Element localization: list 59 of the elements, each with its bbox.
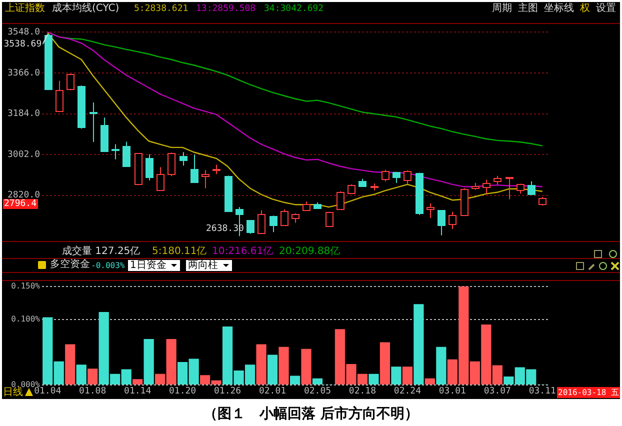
text: 主图 (518, 3, 538, 15)
bar (436, 346, 446, 384)
x-tick-label: 03.11 (528, 386, 556, 397)
chart-subtitle: -0.003% (91, 260, 125, 272)
y-tick-label: 3548.0 (7, 27, 40, 38)
text: 2796.4 (3, 199, 38, 209)
x-tick-label: 03.07 (484, 386, 511, 397)
text: 2016-03-18 五 (557, 387, 620, 398)
x-tick-label: 02.01 (258, 386, 286, 397)
bar (424, 378, 435, 384)
y-tick-label: 0.150% (11, 281, 40, 290)
text: 10:216.61亿 (212, 246, 274, 258)
bar (414, 304, 424, 384)
bar (88, 368, 98, 384)
text: 日线 (3, 387, 23, 399)
chart-title: 上证指数 (5, 3, 45, 15)
text: 13:2859.508 (196, 3, 256, 15)
bar (65, 344, 76, 384)
text: 5:2838.621 (134, 3, 188, 15)
x-tick-label: 01.08 (79, 386, 106, 397)
bar (312, 378, 323, 384)
bar (278, 346, 289, 384)
x-tick-label: 02.18 (348, 386, 376, 397)
text: 1日资金 (128, 260, 180, 271)
chart-title: 多空资金 (50, 259, 90, 271)
x-tick-label: 01.20 (169, 386, 196, 397)
bar (132, 379, 143, 384)
annotation: 3538.69 (4, 40, 42, 50)
text: 两向柱 (186, 260, 232, 271)
x-tick-label: 01.04 (34, 386, 62, 397)
x-tick-label: 03.01 (438, 386, 466, 397)
y-tick-label: 3002.0 (7, 150, 40, 160)
bar (380, 342, 390, 384)
bar (391, 366, 402, 384)
bar (290, 376, 300, 384)
text: 成交量 127.25亿 (62, 246, 140, 258)
bar (256, 344, 266, 384)
text: 坐标线 (544, 3, 574, 15)
text: 20:209.88亿 (279, 246, 340, 258)
text: 设置 (596, 3, 616, 15)
y-tick-label: 3366.0 (7, 68, 40, 78)
bar (402, 366, 413, 384)
chart-subtitle: 成本均线(CYC) (52, 3, 120, 15)
x-tick-label: 02.05 (304, 386, 332, 397)
x-tick-label: 02.24 (394, 386, 421, 397)
bar (144, 338, 154, 384)
bar (267, 354, 278, 384)
y-tick-label: 3184.0 (7, 109, 40, 120)
text: 5:180.11亿 (152, 246, 207, 258)
bar (301, 348, 312, 384)
y-tick-label: 0.100% (11, 314, 40, 324)
x-tick-label: 01.26 (214, 386, 242, 397)
text: 周期 (492, 3, 512, 15)
text: 34:3042.692 (264, 3, 324, 15)
text: （图１ 小幅回落 后市方向不明） (202, 405, 420, 423)
bar (76, 364, 86, 384)
bar (368, 374, 379, 384)
text: 权 (580, 3, 590, 15)
x-tick-label: 01.14 (124, 386, 152, 397)
